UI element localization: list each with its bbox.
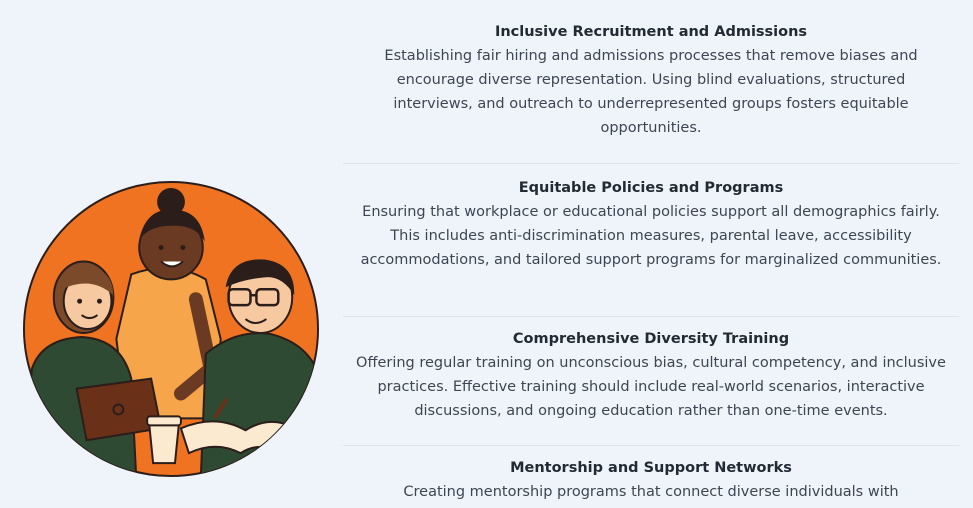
section-equitable-policies: Equitable Policies and Programs Ensuring… xyxy=(343,164,959,317)
section-title: Inclusive Recruitment and Admissions xyxy=(494,24,808,40)
section-title: Equitable Policies and Programs xyxy=(518,180,784,196)
section-text: Establishing fair hiring and admissions … xyxy=(384,48,918,136)
section-text: Offering regular training on unconscious… xyxy=(356,355,946,419)
section-title: Comprehensive Diversity Training xyxy=(512,331,790,347)
section-mentorship: Mentorship and Support Networks Creating… xyxy=(343,446,959,504)
section-diversity-training: Comprehensive Diversity Training Offerin… xyxy=(343,317,959,446)
section-text: Ensuring that workplace or educational p… xyxy=(360,204,942,268)
students-studying-illustration xyxy=(22,180,320,478)
section-inclusive-recruitment: Inclusive Recruitment and Admissions Est… xyxy=(343,0,959,164)
strategies-list: Inclusive Recruitment and Admissions Est… xyxy=(343,0,959,504)
illustration-svg xyxy=(22,180,320,478)
section-text: Creating mentorship programs that connec… xyxy=(403,484,899,500)
section-title: Mentorship and Support Networks xyxy=(510,460,792,476)
